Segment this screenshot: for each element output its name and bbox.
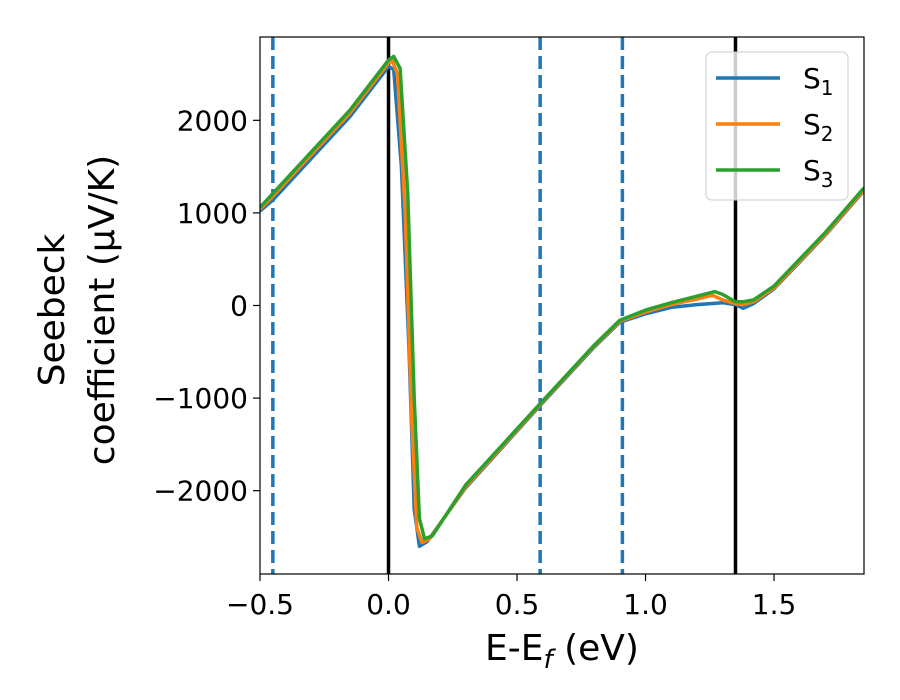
x-axis-title-main: E-E xyxy=(485,628,543,669)
y-axis-title-line1: Seebeck xyxy=(32,233,73,386)
y-tick-label: −1000 xyxy=(153,382,248,415)
x-axis-title: E-Ef (eV) xyxy=(485,628,639,675)
y-axis-title: Seebeck coefficient (μV/K) xyxy=(32,155,123,465)
x-tick-label: 0.5 xyxy=(495,588,540,621)
series-line-s3 xyxy=(260,54,864,541)
x-tick-label: −0.5 xyxy=(226,588,294,621)
y-tick-label: 0 xyxy=(230,290,248,323)
legend-label-s2: S2 xyxy=(803,108,834,146)
y-tick-label: 1000 xyxy=(177,197,248,230)
legend-label-s3: S3 xyxy=(803,154,834,192)
legend-box xyxy=(705,51,849,201)
x-tick-label: 1.0 xyxy=(623,588,668,621)
legend: S1 S2 S3 xyxy=(705,51,849,201)
x-tick-label: 0.0 xyxy=(366,588,411,621)
series-lines xyxy=(260,54,864,548)
x-axis-title-unit: (eV) xyxy=(553,628,639,669)
y-axis-title-line2: coefficient (μV/K) xyxy=(82,155,123,465)
x-axis-ticks: −0.5 0.0 0.5 1.0 1.5 xyxy=(226,574,796,621)
y-axis-ticks: −2000 −1000 0 1000 2000 xyxy=(153,104,260,508)
legend-label-s1: S1 xyxy=(803,62,834,100)
y-tick-label: −2000 xyxy=(153,475,248,508)
x-tick-label: 1.5 xyxy=(752,588,797,621)
y-tick-label: 2000 xyxy=(177,104,248,137)
legend-items: S1 S2 S3 xyxy=(716,62,834,192)
